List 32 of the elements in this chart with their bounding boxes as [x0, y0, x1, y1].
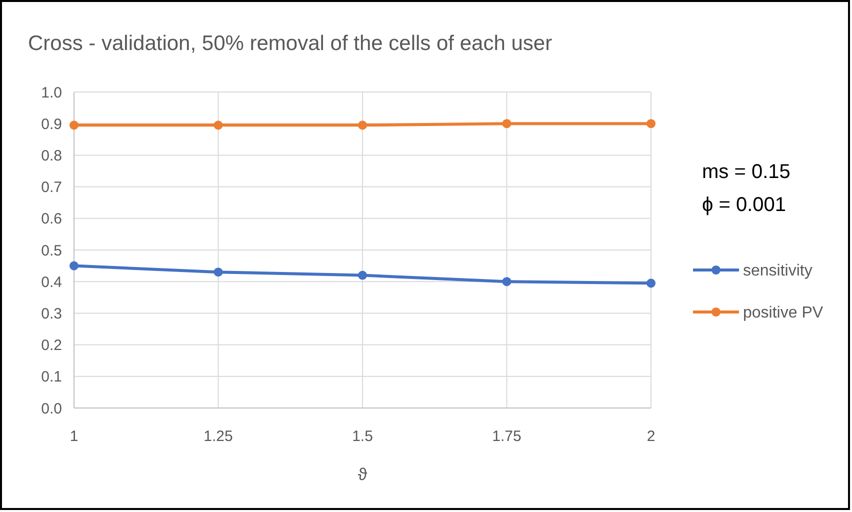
legend-label: sensitivity [743, 262, 812, 280]
y-tick-label: 0.1 [41, 368, 62, 386]
x-axis-title: ϑ [358, 465, 368, 484]
text: ϕ = 0.001 [702, 194, 786, 216]
x-tick-label: 2 [646, 428, 656, 445]
x-tick-label: 1.75 [492, 428, 522, 445]
point [69, 120, 79, 130]
point [358, 120, 368, 130]
y-tick-label: 0.9 [41, 116, 62, 133]
x-tick-label: 1 [70, 428, 78, 445]
point [69, 261, 79, 270]
point [214, 120, 223, 130]
point [502, 119, 512, 128]
text: ms = 0.15 [702, 161, 790, 183]
y-tick-label: 0.3 [41, 305, 62, 322]
y-tick-label: 0.6 [41, 210, 62, 228]
x-tick-label: 1.25 [204, 428, 233, 445]
legend-label: positive PV [743, 304, 824, 322]
y-tick-label: 0.8 [41, 147, 62, 164]
chart-title: Cross - validation, 50% removal of the cells of each user [28, 32, 552, 55]
y-tick-label: 0.4 [41, 274, 62, 291]
y-tick-label: 0.2 [41, 337, 62, 354]
y-tick-label: 0.7 [41, 179, 62, 196]
y-tick-label: 1.0 [41, 84, 62, 102]
point [214, 268, 223, 277]
y-tick-label: 0.0 [41, 400, 62, 418]
x-tick-label: 1.5 [352, 428, 373, 445]
point [646, 278, 656, 288]
point [646, 119, 656, 128]
point [502, 277, 512, 286]
y-tick-label: 0.5 [41, 242, 62, 260]
point [358, 270, 368, 280]
